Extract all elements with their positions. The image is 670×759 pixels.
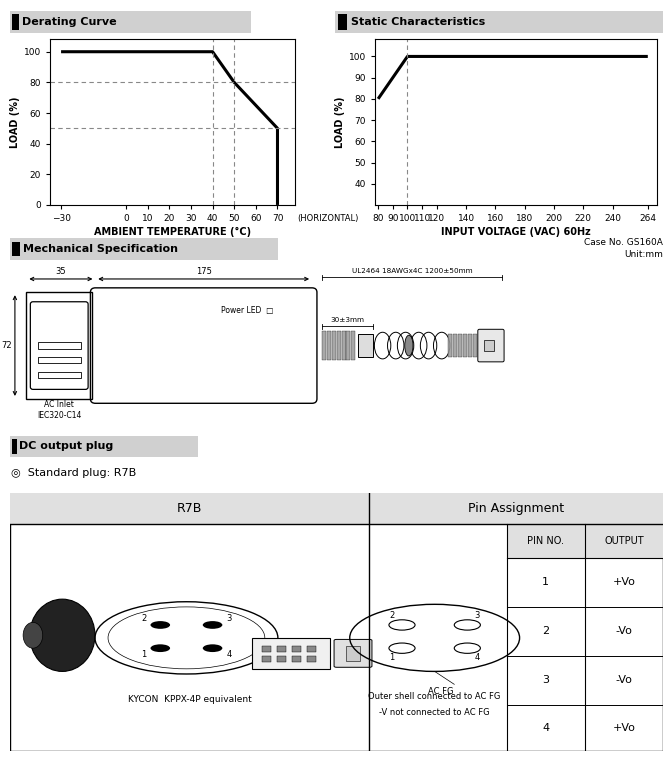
Bar (291, 646, 302, 652)
Text: -V not connected to AC FG: -V not connected to AC FG (379, 707, 490, 716)
Bar (277, 646, 286, 652)
Bar (322, 331, 326, 361)
Bar (11, 439, 17, 454)
Bar (307, 656, 316, 663)
Bar (448, 334, 452, 357)
Bar (346, 646, 360, 661)
Text: ◎  Standard plug: R7B: ◎ Standard plug: R7B (11, 468, 137, 478)
Bar (38, 342, 80, 348)
Bar (26, 292, 92, 399)
X-axis label: INPUT VOLTAGE (VAC) 60Hz: INPUT VOLTAGE (VAC) 60Hz (441, 227, 591, 237)
Text: KYCON  KPPX-4P equivalent: KYCON KPPX-4P equivalent (128, 694, 251, 704)
Text: -Vo: -Vo (616, 626, 632, 636)
Text: 72: 72 (1, 341, 11, 350)
Text: 2: 2 (389, 612, 395, 620)
Bar (10, 493, 369, 524)
Text: 2: 2 (141, 614, 147, 623)
Text: +Vo: +Vo (612, 723, 636, 733)
Text: Power LED  □: Power LED □ (221, 306, 273, 314)
Bar (252, 638, 330, 669)
Circle shape (203, 621, 222, 628)
Ellipse shape (29, 599, 95, 672)
Bar (38, 372, 80, 378)
Text: -Vo: -Vo (616, 676, 632, 685)
Text: AC Inlet
IEC320-C14: AC Inlet IEC320-C14 (37, 400, 82, 420)
Text: 175: 175 (196, 267, 212, 276)
X-axis label: AMBIENT TEMPERATURE (°C): AMBIENT TEMPERATURE (°C) (94, 227, 251, 238)
Bar (458, 334, 462, 357)
Text: Pin Assignment: Pin Assignment (468, 502, 564, 515)
Ellipse shape (405, 335, 413, 356)
FancyBboxPatch shape (478, 329, 504, 362)
Bar (351, 331, 355, 361)
Text: 4: 4 (474, 653, 480, 662)
Text: PIN NO.: PIN NO. (527, 536, 564, 546)
Circle shape (151, 621, 170, 628)
Text: 4: 4 (226, 650, 232, 659)
Text: 3: 3 (226, 614, 232, 623)
Circle shape (203, 644, 222, 652)
Bar (307, 646, 316, 652)
Bar (277, 656, 286, 663)
Bar (369, 493, 663, 524)
Text: Static Characteristics: Static Characteristics (351, 17, 485, 27)
Text: 2: 2 (542, 626, 549, 636)
Bar (12, 241, 20, 257)
Bar (358, 334, 373, 357)
Bar (342, 331, 346, 361)
Bar (38, 357, 80, 364)
Y-axis label: LOAD (%): LOAD (%) (10, 96, 20, 148)
Bar (507, 524, 663, 558)
Bar (12, 14, 19, 30)
Text: Case No. GS160A
Unit:mm: Case No. GS160A Unit:mm (584, 238, 663, 259)
Text: R7B: R7B (177, 502, 202, 515)
Text: UL2464 18AWGx4C 1200±50mm: UL2464 18AWGx4C 1200±50mm (352, 268, 472, 274)
Text: 4: 4 (542, 723, 549, 733)
Text: Mechanical Specification: Mechanical Specification (23, 244, 178, 254)
Text: 1: 1 (141, 650, 147, 659)
Bar (336, 331, 340, 361)
Bar (453, 334, 457, 357)
Bar (484, 339, 494, 351)
Text: 3: 3 (474, 612, 480, 620)
Bar (463, 334, 467, 357)
Text: 30±3mm: 30±3mm (330, 317, 364, 323)
FancyBboxPatch shape (334, 639, 372, 667)
Text: Derating Curve: Derating Curve (21, 17, 117, 27)
Bar (261, 646, 271, 652)
Bar (332, 331, 336, 361)
Circle shape (151, 644, 170, 652)
Bar (346, 331, 350, 361)
Bar (291, 656, 302, 663)
Text: 1: 1 (542, 578, 549, 587)
Text: AC FG: AC FG (428, 687, 454, 696)
Text: DC output plug: DC output plug (19, 441, 113, 452)
Text: OUTPUT: OUTPUT (604, 536, 644, 546)
Bar (468, 334, 472, 357)
Ellipse shape (23, 622, 43, 648)
Text: Outer shell connected to AC FG: Outer shell connected to AC FG (369, 692, 501, 701)
Text: 3: 3 (542, 676, 549, 685)
Text: 35: 35 (56, 267, 66, 276)
Bar (338, 14, 348, 30)
Y-axis label: LOAD (%): LOAD (%) (335, 96, 345, 148)
Bar (473, 334, 477, 357)
Bar (327, 331, 331, 361)
Bar (261, 656, 271, 663)
Text: +Vo: +Vo (612, 578, 636, 587)
Text: 1: 1 (389, 653, 395, 662)
Text: (HORIZONTAL): (HORIZONTAL) (297, 214, 358, 223)
